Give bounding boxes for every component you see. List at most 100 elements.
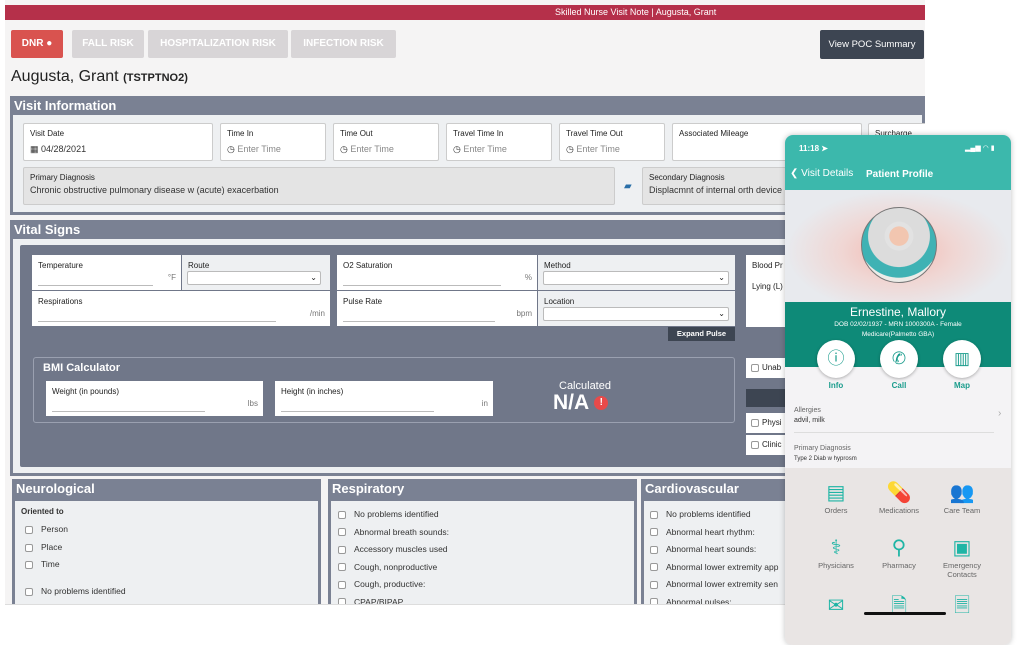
phone-icon: ✆	[891, 349, 907, 368]
label: Emergency Contacts	[943, 561, 981, 579]
home-indicator[interactable]	[864, 612, 946, 615]
checkbox[interactable]	[338, 598, 346, 604]
label: Associated Mileage	[679, 129, 749, 138]
checkbox[interactable]	[338, 528, 346, 537]
o2-saturation-field[interactable]: O2 Saturation%	[337, 255, 537, 290]
method-select[interactable]: ⌄	[543, 271, 729, 285]
checkbox[interactable]	[338, 580, 346, 589]
fall-risk-badge[interactable]: FALL RISK	[72, 30, 144, 58]
neuro-item-no-problems[interactable]: No problems identified	[25, 586, 126, 596]
resp-item[interactable]: CPAP/BIPAP	[338, 597, 403, 604]
label: Secondary Diagnosis	[649, 173, 725, 182]
visit-date-value: 04/28/2021	[41, 144, 87, 154]
documents-tile[interactable]: 🗏	[929, 593, 995, 619]
time-out-field[interactable]: Time Out ◷ Enter Time	[333, 123, 439, 161]
allergies-value: advil, milk	[794, 417, 825, 424]
checkbox[interactable]	[338, 563, 346, 572]
travel-time-out-field[interactable]: Travel Time Out ◷ Enter Time	[559, 123, 665, 161]
label: Pharmacy	[882, 561, 916, 570]
info-label: Info	[828, 381, 844, 390]
messages-tile[interactable]: ✉	[803, 593, 869, 619]
checkbox[interactable]	[650, 545, 658, 554]
book-icon[interactable]: ▰	[624, 181, 632, 192]
resp-item[interactable]: Accessory muscles used	[338, 544, 448, 554]
checkbox[interactable]	[338, 510, 346, 519]
infection-risk-badge[interactable]: INFECTION RISK	[291, 30, 396, 58]
time-in-field[interactable]: Time In ◷ Enter Time	[220, 123, 326, 161]
cardio-item[interactable]: Abnormal pulses:	[650, 597, 732, 604]
primary-diagnosis-value: Type 2 Diab w hyprosm	[794, 456, 857, 462]
medications-tile[interactable]: 💊 Medications	[866, 480, 932, 515]
route-select[interactable]: ⌄	[187, 271, 321, 285]
neuro-item-person[interactable]: Person	[25, 524, 68, 534]
travel-time-in-field[interactable]: Travel Time In ◷ Enter Time	[446, 123, 552, 161]
unit: /min	[309, 309, 325, 318]
primary-diagnosis-field[interactable]: Primary Diagnosis Chronic obstructive pul…	[23, 167, 615, 205]
label: Unab	[762, 363, 782, 372]
history-tile[interactable]: 🗎	[866, 593, 932, 619]
label: Orders	[824, 506, 848, 515]
care-team-tile[interactable]: 👥 Care Team	[929, 480, 995, 515]
location-pin-icon: ⚲	[891, 537, 907, 559]
cardio-item[interactable]: Abnormal heart rhythm:	[650, 527, 755, 537]
location-select[interactable]: ⌄	[543, 307, 729, 321]
label: Abnormal lower extremity sen	[666, 579, 778, 589]
placeholder: Enter Time	[463, 144, 507, 154]
location-field: Location ⌄	[538, 291, 735, 326]
label: Cough, productive:	[354, 579, 426, 589]
cardio-item[interactable]: Abnormal lower extremity sen	[650, 579, 778, 589]
neuro-item-place[interactable]: Place	[25, 542, 62, 552]
title-bar: Skilled Nurse Visit Note | Augusta, Gran…	[5, 5, 925, 20]
cardio-item[interactable]: Abnormal lower extremity app	[650, 562, 778, 572]
checkbox[interactable]	[650, 580, 658, 589]
resp-item[interactable]: No problems identified	[338, 509, 439, 519]
back-button[interactable]: ❮ Visit Details	[790, 168, 853, 179]
info-button[interactable]: ⓘ	[817, 340, 855, 378]
label: Abnormal heart rhythm:	[666, 526, 755, 537]
label: Physi	[762, 418, 782, 427]
checkbox[interactable]	[650, 510, 658, 519]
neuro-item-time[interactable]: Time	[25, 559, 60, 569]
unit: °F	[167, 273, 176, 282]
label: Physicians	[818, 561, 854, 570]
respiratory-panel	[331, 501, 634, 604]
group-icon: 👥	[949, 482, 975, 504]
hospitalization-risk-badge[interactable]: HOSPITALIZATION RISK	[148, 30, 288, 58]
checkbox[interactable]	[650, 598, 658, 604]
dnr-badge[interactable]: DNR ●	[11, 30, 63, 58]
orders-tile[interactable]: ▤ Orders	[803, 480, 869, 515]
emergency-contacts-tile[interactable]: ▣ Emergency Contacts	[929, 535, 995, 579]
pulse-rate-field[interactable]: Pulse Rate bpm	[337, 291, 537, 326]
call-button[interactable]: ✆	[880, 340, 918, 378]
dot-icon: ●	[46, 38, 53, 49]
weight-field[interactable]: Weight (in pounds) lbs	[46, 381, 263, 416]
label: Weight (in pounds)	[52, 387, 119, 396]
label: Cough, nonproductive	[354, 561, 438, 572]
resp-item[interactable]: Cough, nonproductive	[338, 562, 437, 572]
label: Respirations	[38, 297, 83, 306]
cardio-item[interactable]: No problems identified	[650, 509, 751, 519]
secondary-diagnosis-value: Displacmnt of internal orth device	[649, 185, 783, 195]
checkbox[interactable]	[650, 563, 658, 572]
respirations-field[interactable]: Respirations/min	[32, 291, 330, 326]
resp-item[interactable]: Cough, productive:	[338, 579, 425, 589]
physicians-tile[interactable]: ⚕ Physicians	[803, 535, 869, 570]
resp-item[interactable]: Abnormal breath sounds:	[338, 527, 449, 537]
map-button[interactable]: ▥	[943, 340, 981, 378]
pharmacy-tile[interactable]: ⚲ Pharmacy	[866, 535, 932, 570]
cardio-item[interactable]: Abnormal heart sounds:	[650, 544, 756, 554]
map-icon: ▥	[953, 349, 971, 368]
height-field[interactable]: Height (in inches) in	[275, 381, 493, 416]
view-poc-summary-button[interactable]: View POC Summary	[820, 30, 924, 59]
label: O2 Saturation	[343, 261, 393, 270]
checkbox[interactable]	[338, 545, 346, 554]
temperature-field[interactable]: Temperature °F	[32, 255, 181, 290]
label: Primary Diagnosis	[30, 173, 95, 182]
expand-pulse-button[interactable]: Expand Pulse	[668, 327, 735, 341]
allergies-row[interactable]: Allergies advil, milk ›	[785, 400, 1011, 435]
patient-photo	[861, 207, 937, 283]
document-icon: 🗏	[953, 595, 971, 617]
call-label: Call	[891, 381, 907, 390]
checkbox[interactable]	[650, 528, 658, 537]
visit-date-field[interactable]: Visit Date ▦ 04/28/2021	[23, 123, 213, 161]
